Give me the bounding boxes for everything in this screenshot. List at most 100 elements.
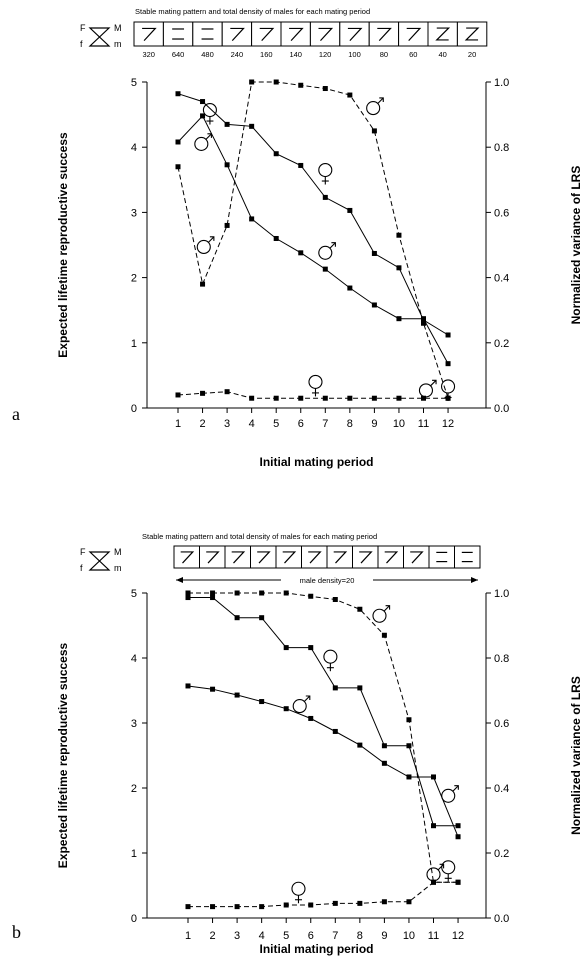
- data-point: [175, 164, 181, 170]
- data-point: [406, 717, 412, 723]
- x-axis-title: Initial mating period: [259, 942, 373, 956]
- x-tick-label: 12: [442, 418, 454, 430]
- panel-a: a Stable mating pattern and total density…: [12, 7, 583, 469]
- data-point: [396, 265, 402, 271]
- data-point: [298, 82, 304, 88]
- data-point: [224, 389, 230, 395]
- data-point: [308, 902, 314, 908]
- key-label-f: f: [80, 39, 83, 49]
- x-tick-label: 3: [224, 418, 230, 430]
- data-point: [381, 743, 387, 749]
- data-point: [249, 79, 255, 85]
- male-symbol-icon: [418, 379, 437, 398]
- series-2-male-solid-line: [187, 685, 459, 837]
- series-1-female-solid-line: [177, 93, 449, 336]
- series-2-male-solid: [185, 683, 461, 840]
- data-point: [185, 904, 191, 910]
- data-point: [357, 685, 363, 691]
- data-point: [273, 395, 279, 401]
- data-point: [347, 92, 353, 98]
- y2-tick-label: 0.6: [494, 207, 509, 219]
- data-point: [185, 683, 191, 689]
- pattern-box-4: [250, 545, 277, 569]
- data-point: [234, 904, 240, 910]
- panel-label: b: [12, 922, 21, 942]
- data-point: [455, 834, 461, 840]
- data-point: [200, 390, 206, 396]
- data-point: [381, 760, 387, 766]
- data-point: [406, 774, 412, 780]
- x-tick-label: 8: [347, 418, 353, 430]
- pattern-box-10: [398, 21, 429, 47]
- x-tick-label: 9: [371, 418, 377, 430]
- data-point: [406, 743, 412, 749]
- data-point: [210, 595, 216, 601]
- y-tick-label: 2: [131, 273, 137, 285]
- x-tick-label: 7: [322, 418, 328, 430]
- data-point: [445, 332, 451, 338]
- y2-tick-label: 0.2: [494, 338, 509, 350]
- pattern-box-7: [309, 21, 341, 47]
- pattern-box-2: [162, 21, 194, 47]
- data-point: [381, 632, 387, 638]
- pattern-box-1: [173, 545, 200, 569]
- y-tick-label: 1: [131, 338, 137, 350]
- data-point: [210, 590, 216, 596]
- data-point: [200, 281, 206, 287]
- y-tick-label: 0: [131, 913, 137, 925]
- pattern-box-9: [377, 545, 404, 569]
- data-point: [455, 879, 461, 885]
- pattern-box-6: [301, 545, 328, 569]
- data-point: [406, 899, 412, 905]
- male-symbol-icon: [366, 97, 384, 116]
- y2-tick-label: 0.0: [494, 403, 509, 415]
- data-point: [259, 590, 265, 596]
- data-point: [249, 123, 255, 129]
- data-point: [322, 395, 328, 401]
- x-tick-label: 1: [175, 418, 181, 430]
- series-2-male-solid: [175, 113, 451, 367]
- data-point: [273, 151, 279, 157]
- x-tick-label: 5: [273, 418, 279, 430]
- data-point: [175, 392, 181, 398]
- key-label-M: M: [114, 23, 122, 33]
- x-tick-label: 6: [308, 930, 314, 942]
- data-point: [396, 395, 402, 401]
- header-title: Stable mating pattern and total density …: [135, 7, 370, 16]
- y2-tick-label: 0.6: [494, 718, 509, 730]
- x-tick-label: 9: [381, 930, 387, 942]
- key-label-F: F: [80, 547, 86, 557]
- data-point: [396, 232, 402, 238]
- data-point: [396, 316, 402, 322]
- data-point: [298, 395, 304, 401]
- data-point: [259, 699, 265, 705]
- pattern-box-4: [221, 21, 253, 47]
- pattern-box-12: [456, 21, 488, 47]
- data-point: [175, 91, 181, 97]
- data-point: [175, 139, 181, 145]
- y2-tick-label: 0.8: [494, 653, 509, 665]
- x-tick-label: 5: [283, 930, 289, 942]
- data-point: [347, 395, 353, 401]
- data-point: [224, 222, 230, 228]
- series-1-female-solid: [185, 595, 461, 829]
- data-point: [200, 99, 206, 105]
- female-symbol-icon: [441, 860, 456, 882]
- female-symbol-icon: [323, 649, 338, 672]
- series-3-male-dashed-line: [188, 592, 459, 883]
- key-label-M: M: [114, 547, 122, 557]
- data-point: [371, 250, 377, 256]
- y2-axis-title: Normalized variance of LRS: [569, 166, 583, 325]
- male-symbol-icon: [372, 605, 391, 623]
- pattern-box-3: [224, 545, 251, 569]
- data-point: [298, 162, 304, 168]
- data-point: [381, 899, 387, 905]
- male-symbol-icon: [318, 242, 336, 260]
- x-tick-label: 2: [199, 418, 205, 430]
- pattern-box-11: [427, 21, 458, 47]
- x-tick-label: 2: [209, 930, 215, 942]
- data-point: [249, 216, 255, 222]
- pattern-box-6: [280, 21, 311, 47]
- y-tick-label: 5: [131, 588, 137, 600]
